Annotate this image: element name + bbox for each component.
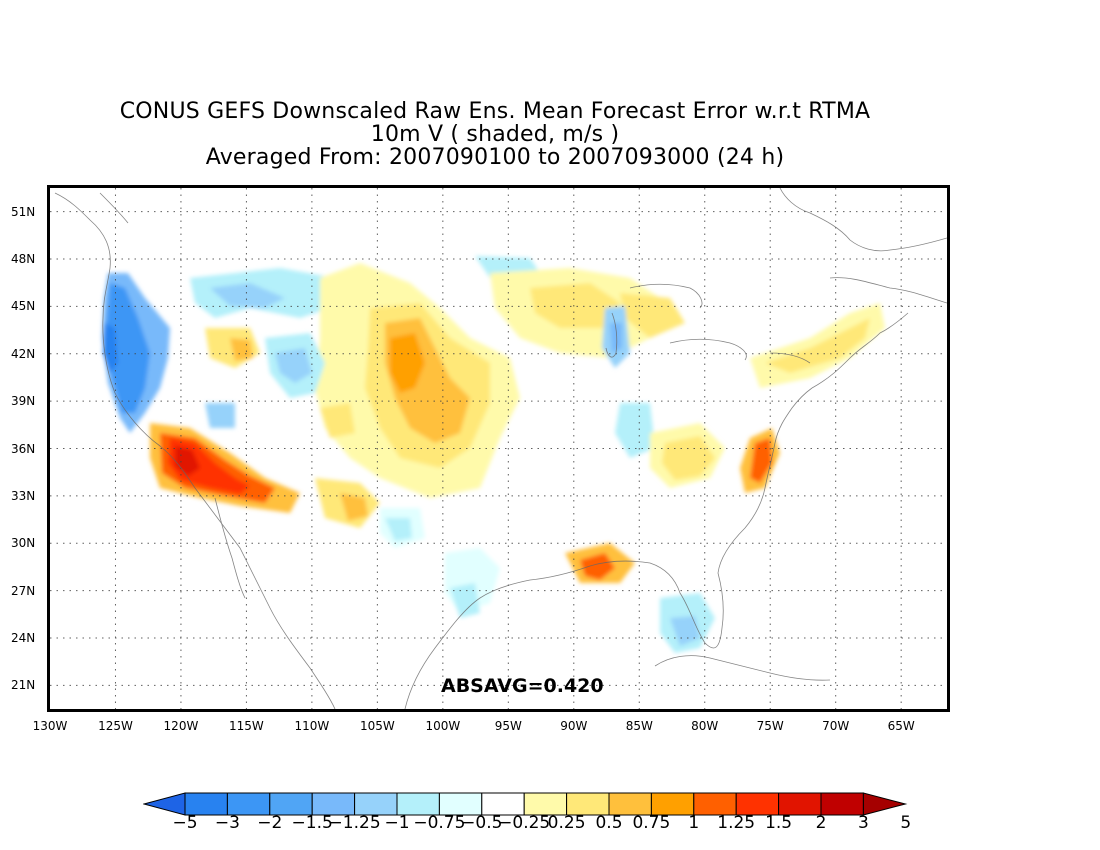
title-line-3: Averaged From: 2007090100 to 2007093000 … bbox=[205, 145, 785, 170]
lat-label: 24N bbox=[11, 630, 36, 645]
colorbar-swatch bbox=[778, 792, 822, 816]
colorbar-max-triangle bbox=[862, 792, 908, 816]
lat-label: 51N bbox=[11, 204, 36, 219]
colorbar-swatch bbox=[396, 792, 440, 816]
lon-label: 95W bbox=[494, 719, 522, 733]
lon-label: 120W bbox=[163, 719, 199, 733]
error-shading bbox=[102, 256, 885, 653]
lon-label: 80W bbox=[691, 719, 719, 733]
colorbar-swatch bbox=[269, 792, 313, 816]
lat-label: 36N bbox=[11, 441, 36, 456]
colorbar-label: 1 bbox=[688, 813, 700, 833]
lat-label: 27N bbox=[11, 583, 36, 598]
lon-label: 115W bbox=[229, 719, 264, 733]
lat-label: 33N bbox=[11, 488, 36, 503]
lat-lon-grid bbox=[50, 188, 947, 709]
colorbar-label: 3 bbox=[857, 813, 869, 833]
colorbar-label: 0.25 bbox=[547, 813, 586, 833]
lon-label: 130W bbox=[32, 719, 68, 733]
colorbar-swatch bbox=[650, 792, 695, 816]
title-line-2: 10m V ( shaded, m/s ) bbox=[370, 122, 620, 147]
lon-label: 90W bbox=[560, 719, 588, 733]
colorbar-label: 0.5 bbox=[595, 813, 623, 833]
colorbar-label: 1.5 bbox=[765, 813, 793, 833]
coastlines bbox=[54, 188, 947, 709]
lat-label: 45N bbox=[11, 299, 36, 314]
colorbar-swatch bbox=[693, 792, 737, 816]
lat-label: 21N bbox=[11, 678, 36, 693]
map-frame bbox=[47, 185, 950, 712]
colorbar-label: 1.25 bbox=[717, 813, 756, 833]
colorbar-swatch bbox=[735, 792, 780, 816]
lat-label: 39N bbox=[11, 394, 36, 409]
colorbar-label: 5 bbox=[900, 813, 912, 833]
colorbar-swatch bbox=[311, 792, 356, 816]
colorbar-label: 0.75 bbox=[632, 813, 671, 833]
lon-label: 105W bbox=[359, 719, 395, 733]
lon-label: 65W bbox=[887, 719, 915, 733]
colorbar-label: 2 bbox=[815, 813, 827, 833]
colorbar-swatch bbox=[354, 792, 398, 816]
colorbar-swatch bbox=[566, 792, 610, 816]
colorbar-min-triangle bbox=[143, 792, 186, 816]
colorbar-swatch bbox=[608, 792, 652, 816]
colorbar-label: −1.25 bbox=[328, 813, 381, 833]
lon-label: 125W bbox=[98, 719, 133, 733]
colorbar-swatch bbox=[523, 792, 568, 816]
colorbar-swatch bbox=[226, 792, 271, 816]
colorbar-label: −2 bbox=[257, 813, 283, 833]
colorbar-label: −5 bbox=[172, 813, 198, 833]
lon-label: 85W bbox=[625, 719, 653, 733]
colorbar-label: −1.5 bbox=[291, 813, 333, 833]
lon-label: 70W bbox=[822, 719, 850, 733]
lon-label: 75W bbox=[756, 719, 784, 733]
lon-label: 100W bbox=[425, 719, 461, 733]
colorbar bbox=[143, 792, 908, 816]
colorbar-swatch bbox=[438, 792, 483, 816]
colorbar-label: −0.75 bbox=[413, 813, 466, 833]
colorbar-label: −0.25 bbox=[498, 813, 551, 833]
lat-label: 30N bbox=[11, 536, 36, 551]
colorbar-swatch bbox=[481, 792, 525, 816]
map-plot bbox=[50, 188, 947, 709]
title-line-1: CONUS GEFS Downscaled Raw Ens. Mean Fore… bbox=[119, 99, 871, 124]
colorbar-swatch bbox=[184, 792, 228, 816]
colorbar-swatch bbox=[820, 792, 864, 816]
lon-label: 110W bbox=[294, 719, 330, 733]
lat-label: 42N bbox=[11, 346, 36, 361]
colorbar-label: −0.5 bbox=[461, 813, 503, 833]
absavg-annotation: ABSAVG=0.420 bbox=[441, 675, 604, 697]
figure-title: CONUS GEFS Downscaled Raw Ens. Mean Fore… bbox=[0, 100, 990, 169]
colorbar-label: −3 bbox=[214, 813, 240, 833]
colorbar-label: −1 bbox=[384, 813, 410, 833]
lat-label: 48N bbox=[11, 252, 36, 267]
